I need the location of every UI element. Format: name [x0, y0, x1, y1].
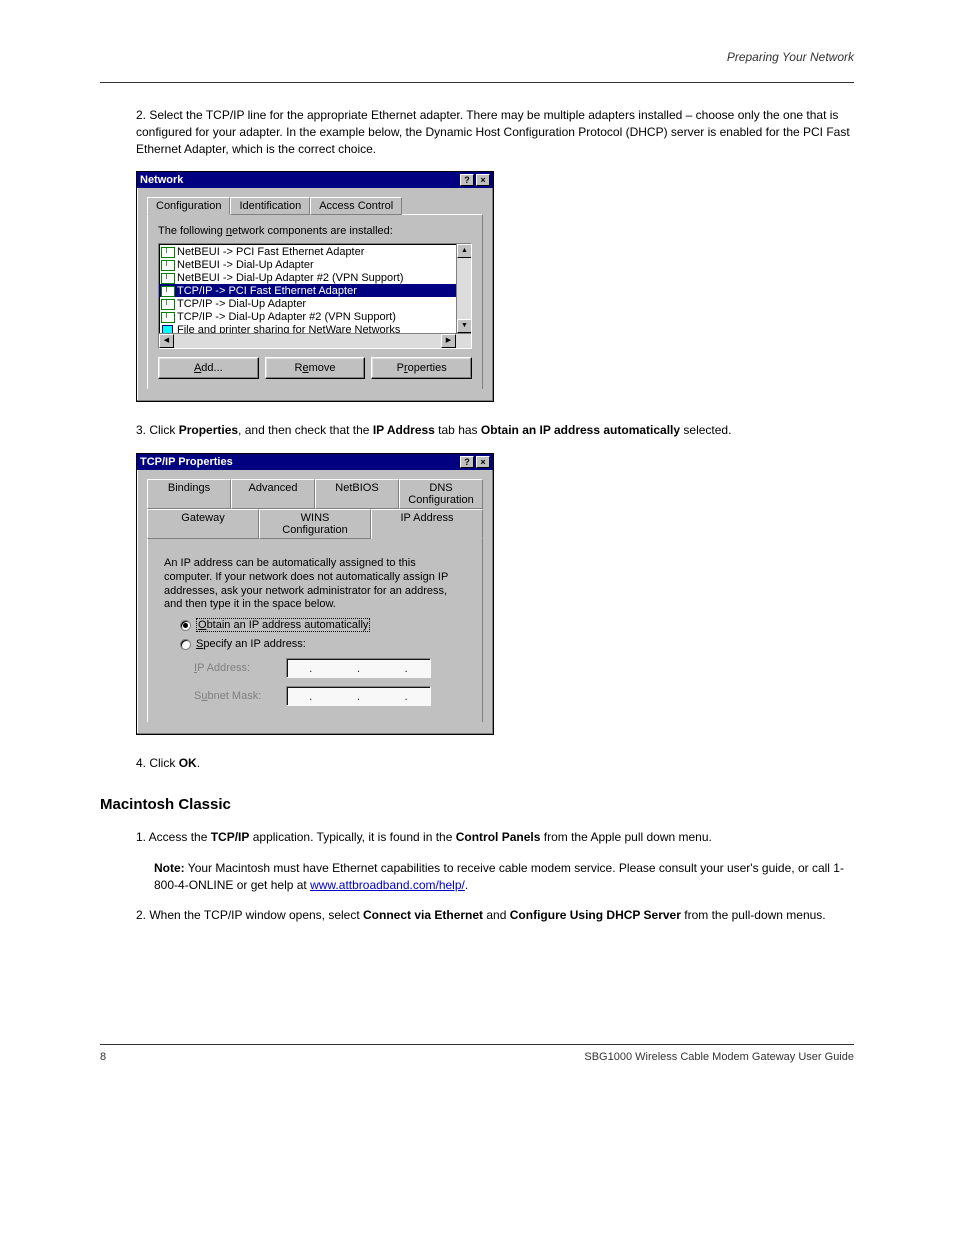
tab-access-control[interactable]: Access Control — [310, 197, 402, 215]
mac-step-1: 1. Access the TCP/IP application. Typica… — [136, 829, 854, 846]
tab-wins[interactable]: WINS Configuration — [259, 509, 371, 539]
list-item[interactable]: TCP/IP -> Dial-Up Adapter — [159, 297, 471, 310]
radio-specify[interactable]: Specify an IP address: — [180, 638, 472, 650]
protocol-icon — [161, 246, 174, 257]
scroll-right-icon[interactable]: ▶ — [441, 334, 456, 348]
divider-top — [100, 82, 854, 83]
mac-note: Note: Your Macintosh must have Ethernet … — [154, 860, 854, 894]
step-3-text: 3. Click Properties, and then check that… — [136, 422, 854, 439]
scroll-up-icon[interactable]: ▲ — [457, 244, 472, 258]
vertical-scrollbar[interactable]: ▲ ▼ — [456, 244, 471, 333]
close-icon[interactable]: × — [476, 456, 490, 468]
remove-button[interactable]: Remove — [265, 357, 366, 379]
tab-configuration[interactable]: Configuration — [147, 197, 230, 215]
list-item[interactable]: TCP/IP -> Dial-Up Adapter #2 (VPN Suppor… — [159, 310, 471, 323]
header-right: Preparing Your Network — [100, 50, 854, 64]
list-item[interactable]: NetBEUI -> PCI Fast Ethernet Adapter — [159, 245, 471, 258]
subnet-mask-label: Subnet Mask: — [194, 690, 274, 702]
network-dialog: Network ? × Configuration Identification… — [136, 171, 494, 402]
protocol-icon — [161, 311, 174, 322]
protocol-icon — [161, 285, 174, 296]
dialog-title: TCP/IP Properties — [140, 456, 233, 468]
footer: 8 SBG1000 Wireless Cable Modem Gateway U… — [100, 1044, 854, 1063]
tab-bindings[interactable]: Bindings — [147, 479, 231, 509]
title-bar: TCP/IP Properties ? × — [137, 454, 493, 470]
close-icon[interactable]: × — [476, 174, 490, 186]
tcpip-dialog: TCP/IP Properties ? × Bindings Advanced … — [136, 453, 494, 735]
protocol-icon — [161, 272, 174, 283]
add-button[interactable]: Add... — [158, 357, 259, 379]
tab-advanced[interactable]: Advanced — [231, 479, 315, 509]
list-item[interactable]: NetBEUI -> Dial-Up Adapter — [159, 258, 471, 271]
tab-identification[interactable]: Identification — [230, 197, 310, 215]
step-4-text: 4. Click OK. — [136, 755, 854, 772]
components-listbox[interactable]: NetBEUI -> PCI Fast Ethernet Adapter Net… — [158, 243, 472, 349]
list-item-selected[interactable]: TCP/IP -> PCI Fast Ethernet Adapter — [159, 284, 471, 297]
ip-address-label: IP Address: — [194, 662, 274, 674]
tab-netbios[interactable]: NetBIOS — [315, 479, 399, 509]
properties-button[interactable]: Properties — [371, 357, 472, 379]
radio-obtain[interactable]: Obtain an IP address automatically — [180, 618, 472, 632]
subnet-mask-input: ... — [286, 686, 431, 706]
ip-address-input: ... — [286, 658, 431, 678]
listbox-caption: The following network components are ins… — [158, 225, 472, 237]
protocol-icon — [161, 259, 174, 270]
scroll-left-icon[interactable]: ◀ — [159, 334, 174, 348]
title-bar: Network ? × — [137, 172, 493, 188]
radio-icon[interactable] — [180, 639, 191, 650]
list-item[interactable]: NetBEUI -> Dial-Up Adapter #2 (VPN Suppo… — [159, 271, 471, 284]
tab-gateway[interactable]: Gateway — [147, 509, 259, 539]
dialog-title: Network — [140, 174, 183, 186]
step-2-text: 2. Select the TCP/IP line for the approp… — [136, 107, 854, 157]
footer-title: SBG1000 Wireless Cable Modem Gateway Use… — [584, 1051, 854, 1063]
horizontal-scrollbar[interactable]: ◀ ▶ — [159, 333, 471, 348]
radio-icon[interactable] — [180, 620, 191, 631]
mac-section-title: Macintosh Classic — [100, 794, 854, 815]
tabs: Configuration Identification Access Cont… — [147, 196, 483, 214]
protocol-icon — [161, 298, 174, 309]
page-number: 8 — [100, 1051, 106, 1063]
help-icon[interactable]: ? — [460, 174, 474, 186]
tab-dns[interactable]: DNS Configuration — [399, 479, 483, 509]
help-icon[interactable]: ? — [460, 456, 474, 468]
ip-hint-text: An IP address can be automatically assig… — [164, 557, 466, 612]
scroll-down-icon[interactable]: ▼ — [457, 319, 472, 333]
tab-ip-address[interactable]: IP Address — [371, 509, 483, 539]
help-link[interactable]: www.attbroadband.com/help/ — [310, 878, 465, 892]
mac-step-2: 2. When the TCP/IP window opens, select … — [136, 907, 854, 924]
